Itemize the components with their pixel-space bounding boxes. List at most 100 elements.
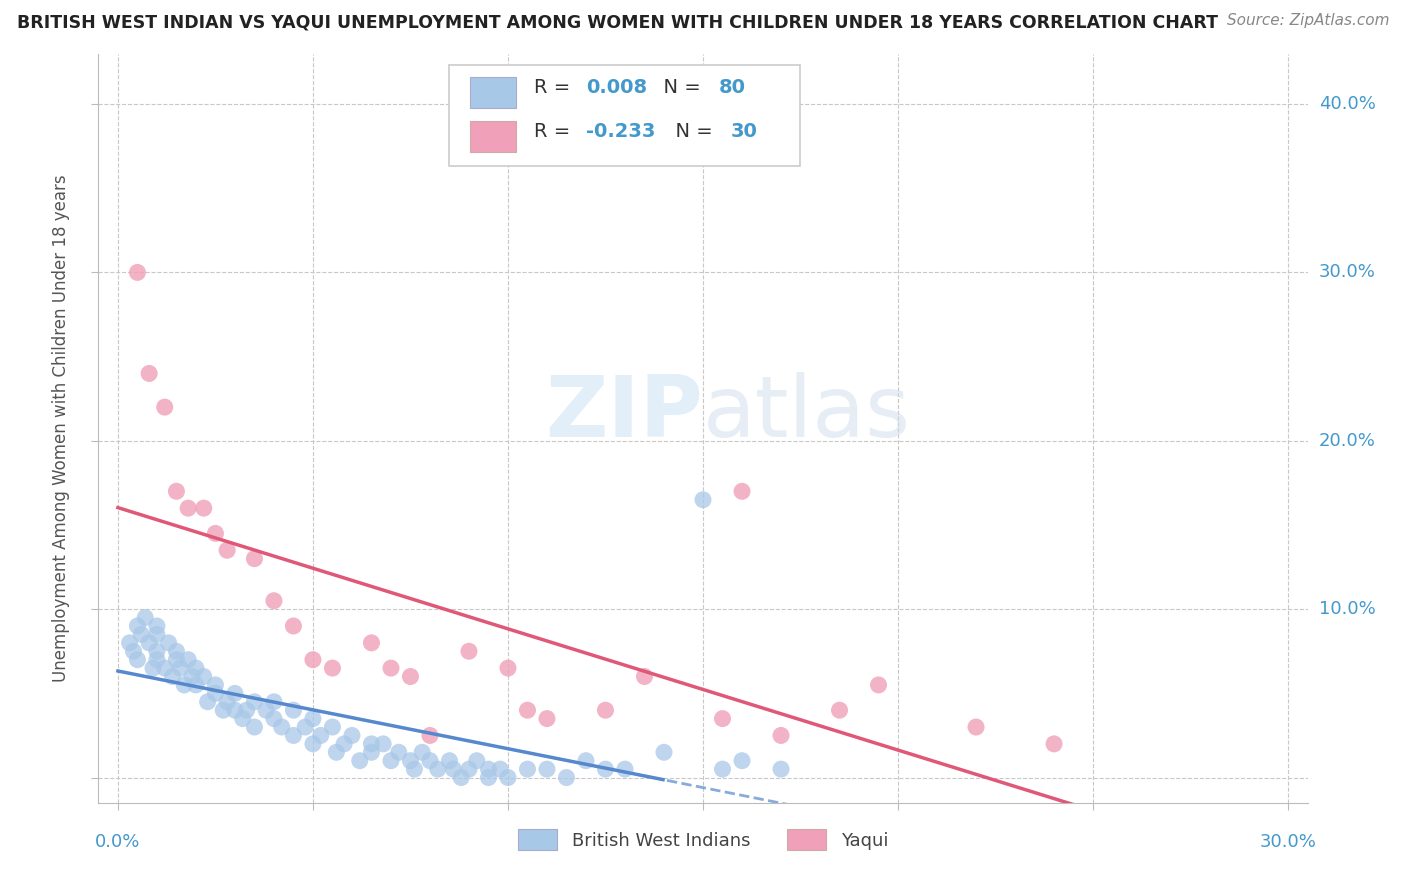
Text: atlas: atlas	[703, 372, 911, 455]
Point	[146, 619, 169, 633]
Point	[169, 661, 191, 675]
Point	[173, 678, 195, 692]
Point	[652, 745, 675, 759]
FancyBboxPatch shape	[470, 121, 516, 153]
Point	[868, 678, 890, 692]
Point	[263, 712, 285, 726]
Point	[118, 636, 141, 650]
Point	[270, 720, 292, 734]
Point	[193, 669, 215, 683]
Point	[131, 627, 153, 641]
Point	[516, 703, 538, 717]
Point	[243, 695, 266, 709]
Point	[595, 703, 617, 717]
Text: ZIP: ZIP	[546, 372, 703, 455]
Point	[633, 669, 655, 683]
Point	[496, 661, 519, 675]
Point	[212, 703, 235, 717]
Text: 40.0%: 40.0%	[1319, 95, 1375, 113]
Y-axis label: Unemployment Among Women with Children Under 18 years: Unemployment Among Women with Children U…	[52, 174, 70, 682]
Point	[516, 762, 538, 776]
Point	[349, 754, 371, 768]
Point	[399, 754, 422, 768]
Point	[496, 771, 519, 785]
FancyBboxPatch shape	[449, 65, 800, 166]
Point	[419, 754, 441, 768]
Point	[1043, 737, 1066, 751]
Point	[321, 720, 343, 734]
Point	[711, 762, 734, 776]
Point	[828, 703, 851, 717]
Point	[360, 745, 382, 759]
Text: 20.0%: 20.0%	[1319, 432, 1375, 450]
Point	[399, 669, 422, 683]
Point	[217, 543, 239, 558]
Point	[283, 703, 305, 717]
Point	[477, 762, 499, 776]
Point	[243, 720, 266, 734]
Text: 0.008: 0.008	[586, 78, 647, 96]
Point	[204, 526, 226, 541]
Point	[165, 644, 187, 658]
Point	[283, 619, 305, 633]
Point	[731, 484, 754, 499]
Text: R =: R =	[534, 78, 576, 96]
Point	[595, 762, 617, 776]
Point	[441, 762, 464, 776]
Text: N =: N =	[664, 121, 718, 141]
Point	[294, 720, 316, 734]
Point	[711, 712, 734, 726]
Point	[122, 644, 145, 658]
Point	[204, 678, 226, 692]
Text: R =: R =	[534, 121, 576, 141]
Point	[321, 661, 343, 675]
Point	[235, 703, 257, 717]
Point	[254, 703, 277, 717]
Point	[184, 661, 207, 675]
Point	[146, 627, 169, 641]
Point	[157, 636, 180, 650]
Point	[134, 610, 156, 624]
Point	[204, 686, 226, 700]
Point	[477, 771, 499, 785]
Point	[302, 712, 325, 726]
Text: 10.0%: 10.0%	[1319, 600, 1375, 618]
Point	[165, 653, 187, 667]
Point	[127, 265, 149, 279]
Text: N =: N =	[651, 78, 707, 96]
FancyBboxPatch shape	[470, 77, 516, 108]
Legend: British West Indians, Yaqui: British West Indians, Yaqui	[510, 822, 896, 857]
Point	[302, 737, 325, 751]
Point	[127, 619, 149, 633]
Text: 0.0%: 0.0%	[96, 833, 141, 851]
Point	[575, 754, 598, 768]
Text: 30: 30	[731, 121, 758, 141]
Point	[555, 771, 578, 785]
Point	[302, 653, 325, 667]
Point	[458, 762, 481, 776]
Point	[380, 661, 402, 675]
Point	[217, 695, 239, 709]
Text: BRITISH WEST INDIAN VS YAQUI UNEMPLOYMENT AMONG WOMEN WITH CHILDREN UNDER 18 YEA: BRITISH WEST INDIAN VS YAQUI UNEMPLOYMEN…	[17, 13, 1218, 31]
Point	[283, 728, 305, 742]
Point	[380, 754, 402, 768]
Text: -0.233: -0.233	[586, 121, 655, 141]
Point	[388, 745, 411, 759]
Point	[177, 653, 200, 667]
Point	[127, 653, 149, 667]
Point	[465, 754, 488, 768]
Point	[146, 653, 169, 667]
Point	[458, 644, 481, 658]
Point	[360, 737, 382, 751]
Point	[769, 728, 792, 742]
Point	[536, 762, 558, 776]
Point	[426, 762, 449, 776]
Text: 80: 80	[718, 78, 745, 96]
Point	[536, 712, 558, 726]
Point	[153, 400, 176, 414]
Point	[138, 367, 160, 381]
Text: 30.0%: 30.0%	[1260, 833, 1316, 851]
Point	[165, 484, 187, 499]
Point	[419, 728, 441, 742]
Text: 30.0%: 30.0%	[1319, 263, 1375, 281]
